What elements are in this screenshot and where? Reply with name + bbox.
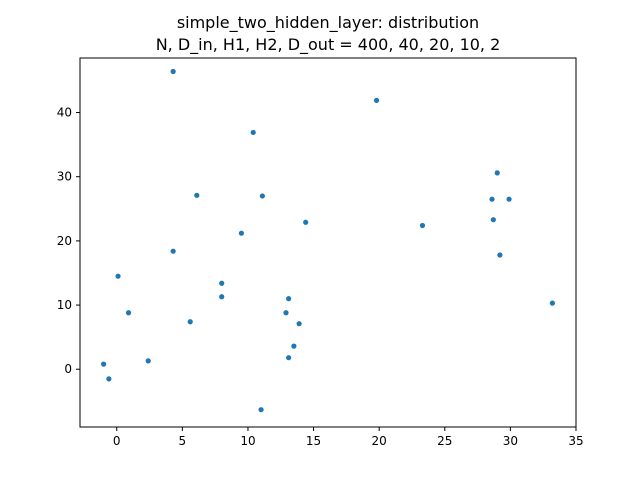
scatter-point — [419, 222, 426, 229]
x-tick-label: 20 — [372, 434, 387, 448]
y-tick-label: 10 — [57, 298, 72, 312]
x-tick-label: 10 — [240, 434, 255, 448]
y-tick-label: 20 — [57, 234, 72, 248]
scatter-point — [497, 252, 503, 258]
scatter-point — [106, 376, 112, 382]
scatter-point — [373, 97, 380, 103]
scatter-point — [296, 321, 302, 327]
scatter-point — [303, 219, 309, 225]
chart-title: simple_two_hidden_layer: distribution — [177, 13, 479, 33]
scatter-point — [291, 343, 297, 349]
y-tick-label: 40 — [57, 106, 72, 120]
scatter-point — [506, 196, 512, 202]
x-tick-label: 15 — [306, 434, 321, 448]
scatter-point — [219, 294, 225, 300]
x-tick-label: 5 — [179, 434, 187, 448]
y-axis-ticks: 0 10 20 30 40 — [57, 106, 80, 376]
scatter-point — [549, 300, 555, 306]
scatter-point — [115, 273, 121, 279]
scatter-point — [125, 310, 132, 316]
scatter-point — [286, 296, 292, 302]
scatter-point — [258, 407, 264, 413]
scatter-point — [101, 361, 107, 367]
scatter-point — [286, 355, 292, 361]
scatter-point — [238, 230, 244, 236]
x-tick-label: 25 — [437, 434, 452, 448]
chart-subtitle: N, D_in, H1, H2, D_out = 400, 40, 20, 10… — [156, 35, 501, 55]
scatter-point — [170, 248, 176, 254]
scatter-point — [490, 217, 496, 223]
scatter-point — [283, 310, 289, 316]
x-axis-ticks: 0 5 10 15 20 25 30 35 — [113, 427, 584, 448]
scatter-point — [259, 193, 265, 199]
data-points — [101, 68, 555, 413]
y-tick-label: 0 — [64, 362, 72, 376]
scatter-point — [170, 68, 176, 75]
scatter-point — [219, 280, 225, 286]
scatter-point — [250, 129, 256, 136]
y-tick-label: 30 — [57, 170, 72, 184]
scatter-point — [489, 196, 495, 202]
plot-frame — [79, 57, 577, 428]
scatter-point — [145, 358, 151, 364]
x-tick-label: 35 — [568, 434, 583, 448]
scatter-point — [494, 170, 500, 176]
scatter-point — [187, 319, 193, 325]
scatter-point — [194, 192, 200, 198]
x-tick-label: 0 — [113, 434, 121, 448]
x-tick-label: 30 — [503, 434, 518, 448]
